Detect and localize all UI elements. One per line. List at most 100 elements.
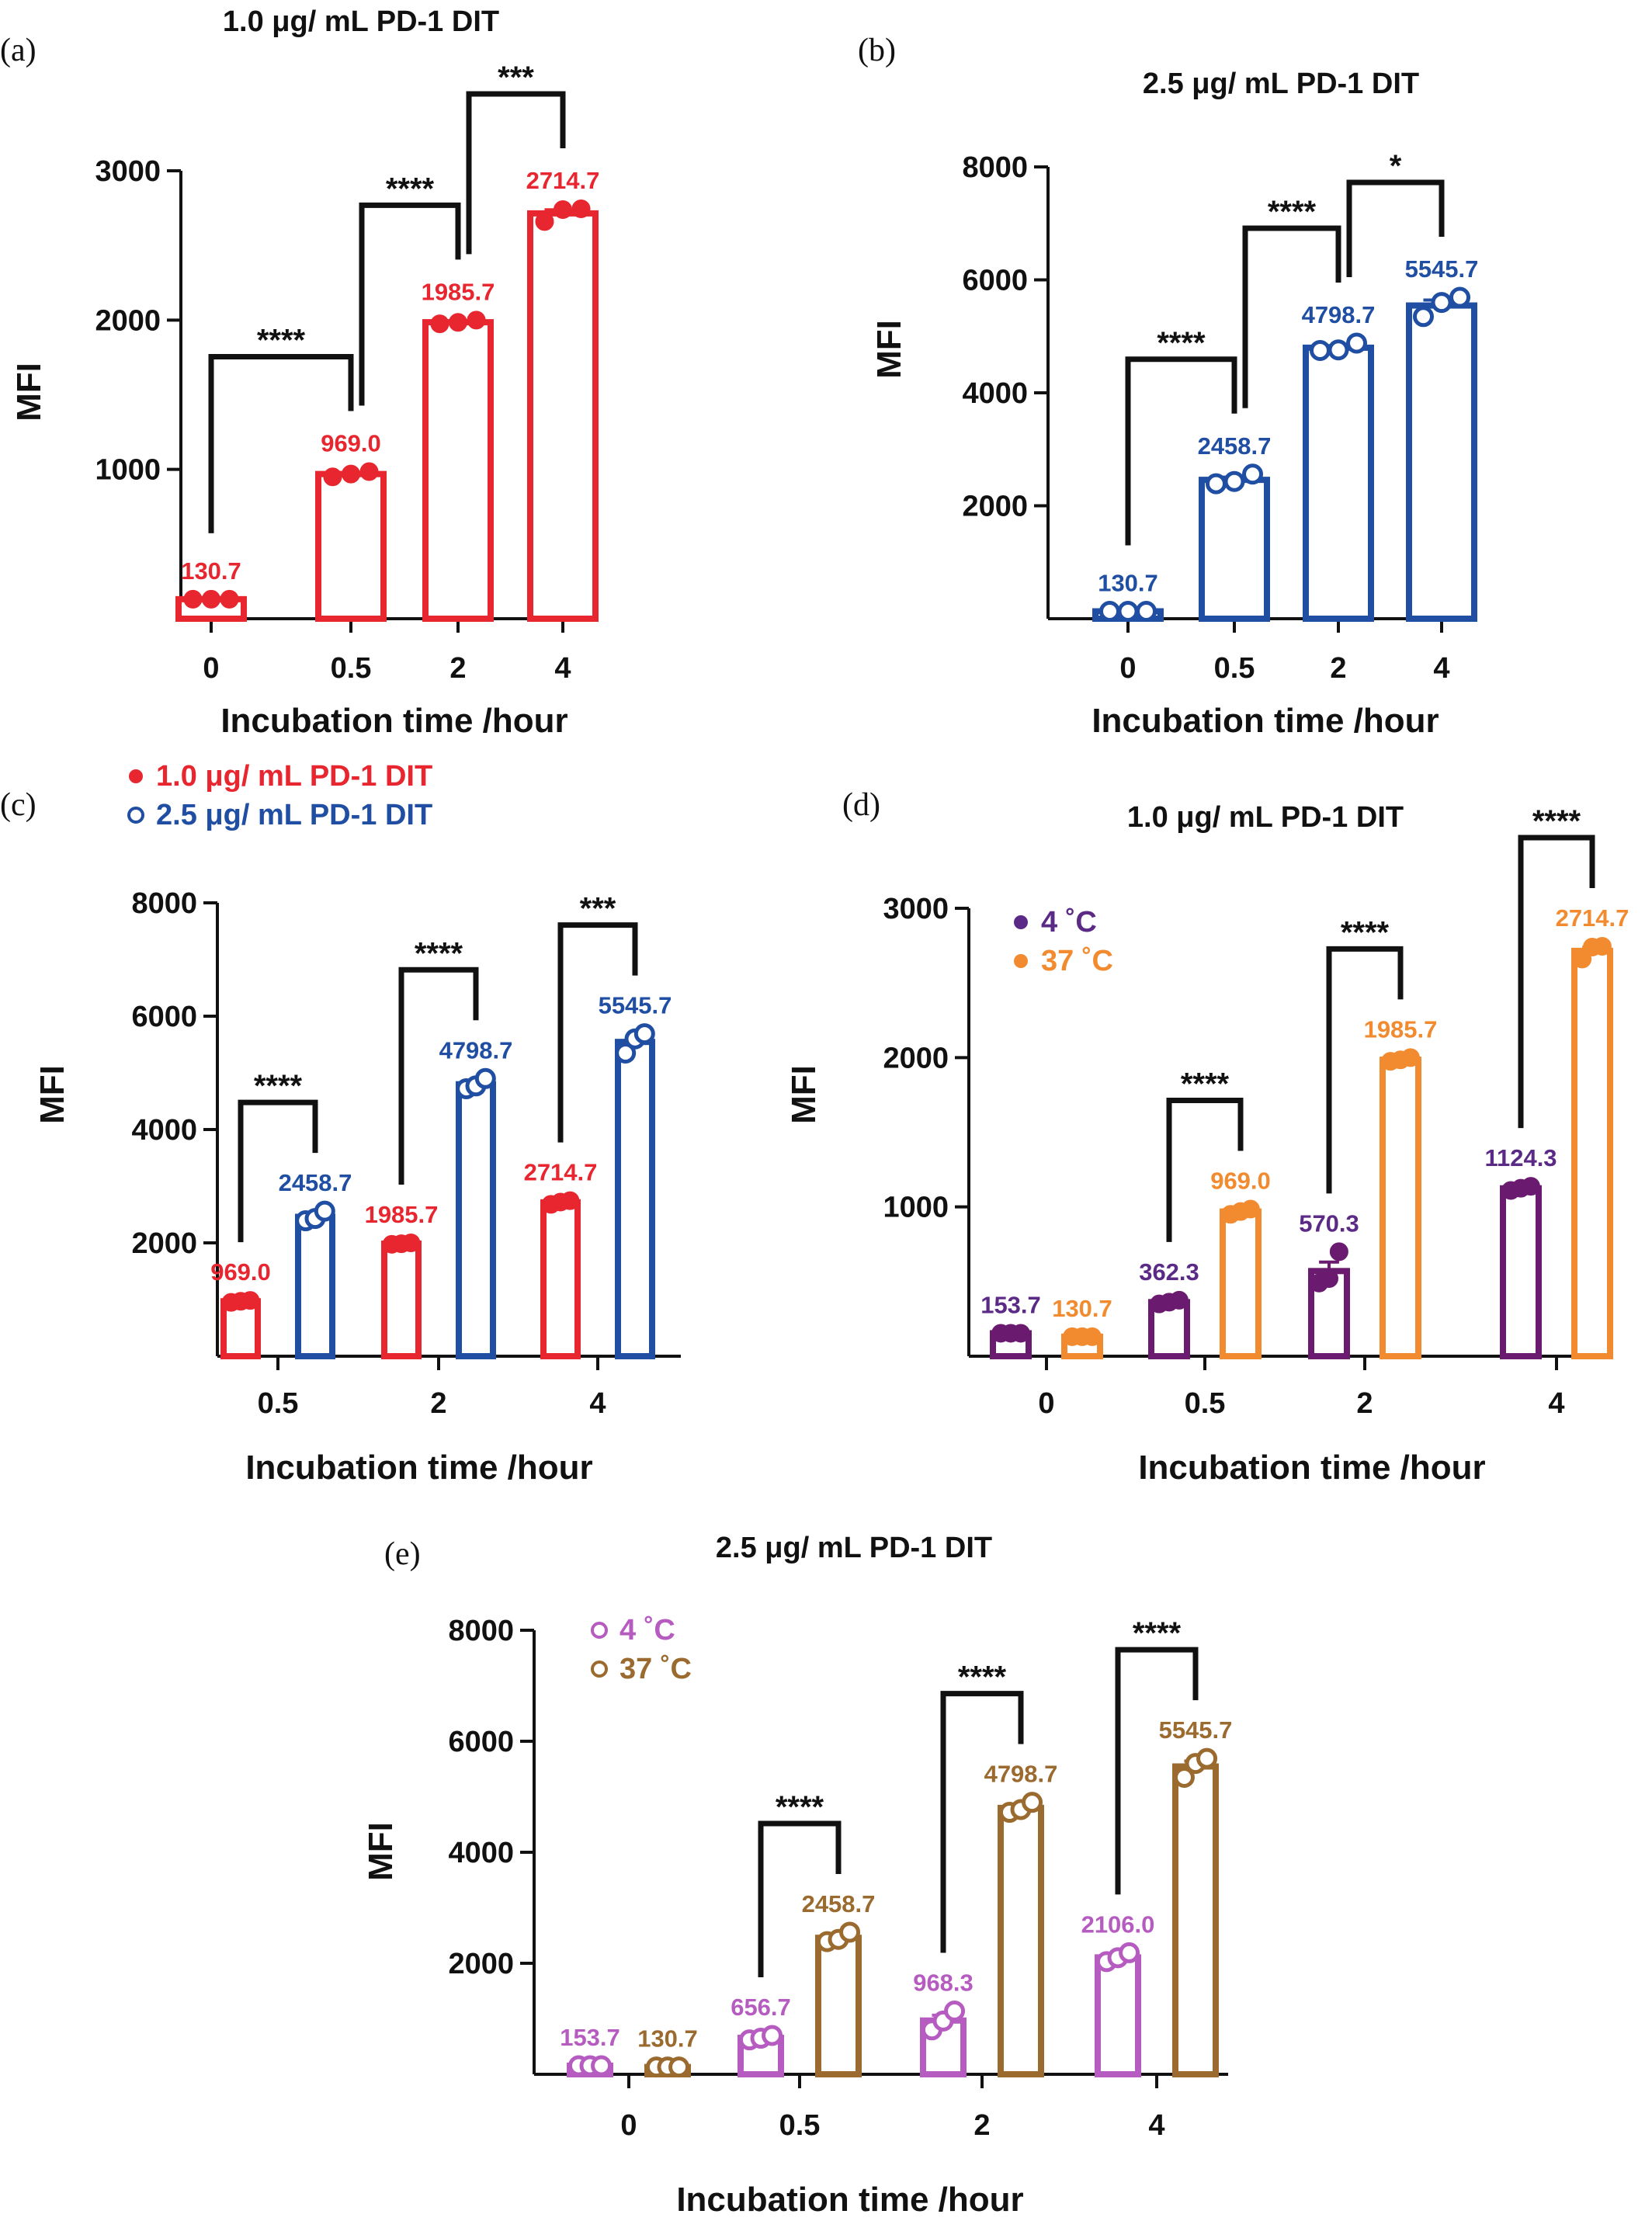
data-point [571,200,591,219]
y-tick-label: 2000 [448,1948,514,1980]
significance-label: **** [1341,915,1390,949]
x-tick-label: 4 [1148,2109,1164,2142]
data-point [633,1023,655,1045]
x-tick-label: 0 [620,2109,637,2142]
data-point [591,2055,613,2077]
x-tick-label: 0 [1119,652,1136,685]
y-tick-label: 4000 [448,1837,514,1869]
panel-label: (b) [858,33,896,68]
x-axis-label: Incubation time /hour [1092,702,1439,740]
data-label: 969.0 [210,1258,271,1286]
data-point [342,464,360,484]
y-tick-label: 4000 [962,377,1028,410]
legend-label: 37 ˚C [1041,945,1113,977]
significance-label: **** [1157,326,1206,360]
data-label: 2714.7 [524,1159,598,1186]
data-point [241,1291,260,1310]
bar-s0-c1 [381,1241,422,1360]
data-label: 5545.7 [599,992,672,1019]
data-label: 1985.7 [1364,1015,1438,1043]
data-point [323,467,342,487]
panel-a: (a) 1.0 μg/ mL PD-1 DIT 1000 2000 3000 0 0.5 2 4… [0,5,599,740]
bar-s1-c2 [1380,1057,1421,1360]
significance-bracket [1346,179,1445,277]
x-tick-label: 0.5 [779,2109,821,2142]
data-label: 2458.7 [802,1890,876,1917]
data-point [1119,1942,1140,1963]
data-point [554,200,572,220]
legend-label: 2.5 μg/ mL PD-1 DIT [156,799,432,831]
significance-label: **** [254,1069,303,1103]
x-tick-label: 2 [449,652,466,685]
x-tick-label: 0.5 [1185,1387,1226,1420]
data-point [1117,600,1139,622]
data-point [1309,339,1331,361]
bar-s0-c3 [1406,302,1477,622]
panel-e: (e) 2.5 μg/ mL PD-1 DIT 2000 4000 6000 8000 0 0… [362,1532,1232,2219]
data-point [430,314,449,334]
data-point [1320,1268,1338,1288]
significance-label: **** [415,936,463,970]
y-axis-label: MFI [870,320,908,379]
x-tick-label: 2 [1330,652,1346,685]
data-label: 2458.7 [279,1169,352,1196]
chart-title: 1.0 μg/ mL PD-1 DIT [223,5,499,38]
bar-s0-c2 [540,1199,581,1359]
significance-bracket [557,922,638,1143]
data-label: 130.7 [1052,1295,1112,1322]
data-point [401,1234,421,1252]
data-point [220,589,239,609]
data-point [1196,1747,1218,1769]
significance-bracket [208,354,354,533]
legend-marker [591,1622,608,1639]
bar-s1-c1 [456,1081,496,1360]
data-point [1173,1766,1195,1788]
x-tick-label: 0.5 [258,1387,299,1420]
data-point [1592,937,1612,956]
significance-label: *** [580,892,616,926]
significance-label: **** [958,1661,1007,1695]
data-point [560,1191,580,1210]
bar-s0-c3 [527,210,599,623]
data-label: 2714.7 [526,167,600,194]
data-label: 130.7 [181,557,241,585]
data-label: 2458.7 [1198,432,1272,460]
x-tick-label: 2 [1356,1387,1373,1420]
data-point [1400,1048,1420,1067]
panel-label: (e) [384,1536,421,1572]
data-label: 5545.7 [1405,255,1479,283]
legend-label: 4 ˚C [620,1614,675,1647]
data-point [1521,1177,1540,1196]
y-tick-label: 8000 [131,887,197,920]
bar-s1-c1 [815,1935,862,2077]
significance-bracket [359,202,461,406]
legend-label: 4 ˚C [1041,906,1097,939]
data-label: 362.3 [1139,1258,1199,1286]
data-point [1169,1290,1189,1310]
x-tick-label: 4 [1433,652,1449,685]
panel-label: (d) [842,787,880,823]
data-label: 969.0 [1210,1168,1271,1195]
panel-label: (c) [0,787,36,823]
significance-bracket [1115,1647,1199,1895]
data-label: 570.3 [1299,1209,1359,1237]
data-label: 969.0 [321,430,381,457]
significance-bracket [758,1820,842,1977]
bar-s1-c3 [1571,947,1613,1359]
panel-c: (c) 2000 4000 6000 8000 0.5 2 4 Incubation time … [0,760,681,1487]
chart-title: 2.5 μg/ mL PD-1 DIT [1143,68,1419,100]
significance-bracket [238,1099,318,1243]
significance-bracket [398,967,479,1185]
significance-label: **** [1532,804,1581,838]
data-point [1082,1327,1102,1346]
data-point [762,2025,783,2046]
bar-s1-c2 [998,1804,1044,2078]
data-point [1329,1242,1348,1261]
legend-marker [129,769,143,783]
data-label: 130.7 [637,2025,698,2053]
y-tick-label: 2000 [962,491,1028,523]
y-axis-label: MFI [362,1822,400,1881]
data-point [1346,332,1368,354]
x-tick-label: 0.5 [331,652,372,685]
data-label: 153.7 [980,1291,1041,1318]
